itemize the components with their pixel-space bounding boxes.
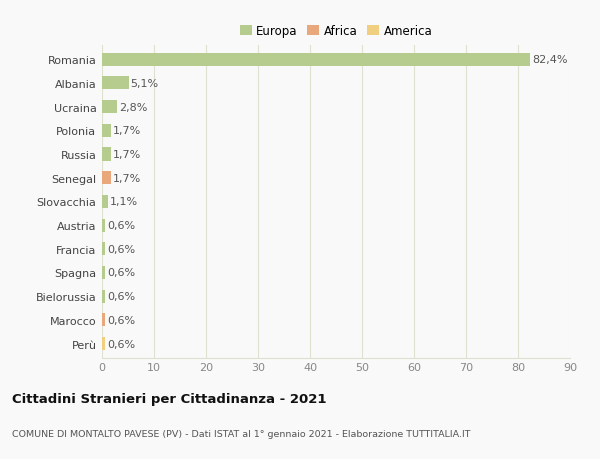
Text: Cittadini Stranieri per Cittadinanza - 2021: Cittadini Stranieri per Cittadinanza - 2… — [12, 392, 326, 405]
Bar — [102, 219, 105, 232]
Text: 82,4%: 82,4% — [533, 55, 568, 65]
Bar — [102, 290, 105, 303]
Text: 0,6%: 0,6% — [107, 268, 136, 278]
Text: 2,8%: 2,8% — [119, 102, 147, 112]
Bar — [102, 101, 116, 114]
Text: 0,6%: 0,6% — [107, 244, 136, 254]
Text: 5,1%: 5,1% — [131, 79, 159, 89]
Text: 0,6%: 0,6% — [107, 339, 136, 349]
Bar — [102, 243, 105, 256]
Bar — [102, 266, 105, 280]
Bar — [102, 124, 111, 138]
Text: 0,6%: 0,6% — [107, 221, 136, 230]
Bar — [102, 148, 111, 161]
Text: 1,1%: 1,1% — [110, 197, 138, 207]
Bar — [102, 196, 108, 208]
Text: 1,7%: 1,7% — [113, 150, 141, 160]
Text: 0,6%: 0,6% — [107, 291, 136, 302]
Bar — [102, 313, 105, 327]
Text: COMUNE DI MONTALTO PAVESE (PV) - Dati ISTAT al 1° gennaio 2021 - Elaborazione TU: COMUNE DI MONTALTO PAVESE (PV) - Dati IS… — [12, 429, 470, 438]
Legend: Europa, Africa, America: Europa, Africa, America — [235, 21, 437, 43]
Text: 0,6%: 0,6% — [107, 315, 136, 325]
Bar — [102, 77, 128, 90]
Text: 1,7%: 1,7% — [113, 126, 141, 136]
Bar — [102, 54, 530, 67]
Bar — [102, 337, 105, 350]
Bar — [102, 172, 111, 185]
Text: 1,7%: 1,7% — [113, 174, 141, 183]
